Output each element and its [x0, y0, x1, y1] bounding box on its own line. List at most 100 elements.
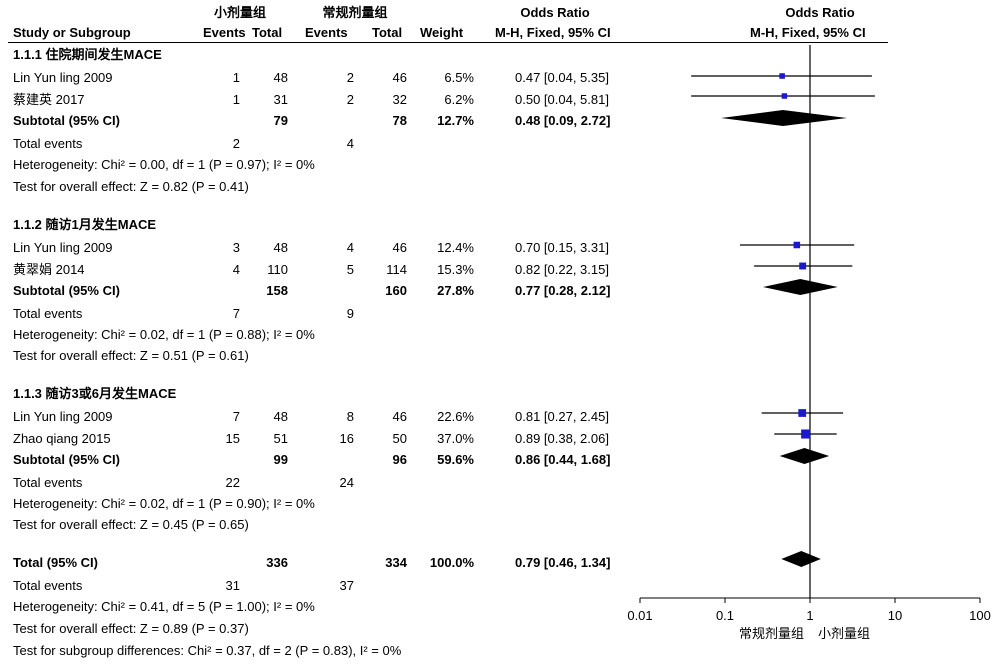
subtotal-label: Subtotal (95% CI) — [13, 283, 120, 298]
subtotal-ci: 0.86 [0.44, 1.68] — [515, 452, 611, 467]
total-events2: 4 — [346, 136, 354, 151]
weight-cell: 15.3% — [437, 262, 474, 277]
total-events-label: Total events — [13, 306, 83, 321]
events1-cell: 4 — [232, 262, 240, 277]
subtotal-total2: 160 — [385, 283, 407, 298]
events1-cell: 1 — [232, 92, 240, 107]
total1-cell: 31 — [273, 92, 288, 107]
weight-col-header: Weight — [420, 25, 464, 40]
subtotal-weight: 59.6% — [437, 452, 474, 467]
study-name: Lin Yun ling 2009 — [13, 409, 113, 424]
axis-label-right: 小剂量组 — [818, 626, 870, 641]
x-tick-label: 100 — [969, 608, 991, 623]
total-events-label: Total events — [13, 578, 83, 593]
ci-cell: 0.81 [0.27, 2.45] — [515, 409, 609, 424]
subtotal-label: Subtotal (95% CI) — [13, 113, 120, 128]
study-marker — [793, 241, 801, 249]
subtotal-total2: 96 — [392, 452, 407, 467]
study-marker — [799, 262, 807, 270]
pooled-diamond — [763, 279, 838, 295]
subtotal-total2: 78 — [392, 113, 407, 128]
subgroup-title: 1.1.1 住院期间发生MACE — [13, 47, 162, 62]
study-marker — [781, 93, 788, 99]
subgroup-differences-text: Test for subgroup differences: Chi² = 0.… — [13, 643, 402, 658]
heterogeneity-text: Heterogeneity: Chi² = 0.41, df = 5 (P = … — [13, 599, 315, 614]
total2-cell: 32 — [392, 92, 407, 107]
events2-cell: 8 — [346, 409, 354, 424]
total-events-label: Total events — [13, 136, 83, 151]
total2-cell: 114 — [386, 262, 407, 277]
events2-col-header: Events — [305, 25, 348, 40]
study-marker — [779, 73, 785, 79]
events1-cell: 3 — [232, 240, 240, 255]
total2-cell: 46 — [392, 240, 407, 255]
x-tick-label: 10 — [888, 608, 902, 623]
subgroup-title: 1.1.2 随访1月发生MACE — [13, 217, 157, 232]
subtotal-total1: 79 — [273, 113, 288, 128]
study-name: Lin Yun ling 2009 — [13, 70, 113, 85]
total-events1: 7 — [232, 306, 240, 321]
events2-cell: 5 — [346, 262, 354, 277]
subtotal-ci: 0.48 [0.09, 2.72] — [515, 113, 611, 128]
total-events1: 2 — [232, 136, 240, 151]
total1-cell: 51 — [273, 431, 288, 446]
group2-header: 常规剂量组 — [322, 5, 388, 20]
total1-col-header: Total — [252, 25, 283, 40]
overall-effect-text: Test for overall effect: Z = 0.51 (P = 0… — [13, 348, 249, 363]
x-tick-label: 1 — [806, 608, 813, 623]
axis-label-left: 常规剂量组 — [739, 626, 804, 641]
heterogeneity-text: Heterogeneity: Chi² = 0.00, df = 1 (P = … — [13, 157, 315, 172]
study-name: 蔡建英 2017 — [13, 92, 85, 107]
weight-cell: 12.4% — [437, 240, 474, 255]
or-plot-header: Odds Ratio — [785, 5, 855, 20]
ci-cell: 0.47 [0.04, 5.35] — [515, 70, 609, 85]
pooled-diamond — [779, 448, 830, 464]
total-events2: 37 — [339, 578, 354, 593]
subtotal-total1: 99 — [273, 452, 288, 467]
events2-cell: 16 — [339, 431, 354, 446]
total1-cell: 48 — [273, 240, 288, 255]
total1-cell: 48 — [273, 409, 288, 424]
events1-col-header: Events — [203, 25, 246, 40]
study-marker — [798, 409, 807, 417]
weight-cell: 37.0% — [437, 431, 474, 446]
group1-header: 小剂量组 — [213, 5, 266, 20]
plot-marks — [691, 73, 875, 567]
weight-cell: 6.2% — [444, 92, 474, 107]
events1-cell: 7 — [232, 409, 240, 424]
weight-cell: 6.5% — [444, 70, 474, 85]
study-name: 黄翠娟 2014 — [13, 262, 85, 277]
total2-col-header: Total — [372, 25, 403, 40]
events2-cell: 2 — [346, 92, 354, 107]
pooled-diamond — [721, 110, 847, 126]
events1-cell: 1 — [232, 70, 240, 85]
ci-cell: 0.50 [0.04, 5.81] — [515, 92, 609, 107]
heterogeneity-text: Heterogeneity: Chi² = 0.02, df = 1 (P = … — [13, 496, 315, 511]
overall-effect-text: Test for overall effect: Z = 0.45 (P = 0… — [13, 517, 249, 532]
total-events1: 31 — [225, 578, 240, 593]
x-tick-label: 0.1 — [716, 608, 734, 623]
overall-total-label: Total (95% CI) — [13, 555, 98, 570]
ci-cell: 0.70 [0.15, 3.31] — [515, 240, 609, 255]
x-tick-label: 0.01 — [627, 608, 652, 623]
total-events2: 9 — [346, 306, 354, 321]
study-col-header: Study or Subgroup — [13, 25, 131, 40]
x-axis-ticks: 0.01 0.1 1 10 100 — [627, 598, 991, 623]
overall-ci: 0.79 [0.46, 1.34] — [515, 555, 611, 570]
overall-total1: 336 — [266, 555, 288, 570]
pooled-diamond — [781, 551, 821, 567]
subtotal-weight: 27.8% — [437, 283, 474, 298]
overall-effect-text: Test for overall effect: Z = 0.82 (P = 0… — [13, 179, 249, 194]
subtotal-total1: 158 — [266, 283, 288, 298]
method-plot-header: M-H, Fixed, 95% CI — [750, 25, 866, 40]
total1-cell: 48 — [273, 70, 288, 85]
subtotal-label: Subtotal (95% CI) — [13, 452, 120, 467]
total-events1: 22 — [225, 475, 240, 490]
events1-cell: 15 — [225, 431, 240, 446]
method-text-header: M-H, Fixed, 95% CI — [495, 25, 611, 40]
events2-cell: 2 — [346, 70, 354, 85]
ci-cell: 0.82 [0.22, 3.15] — [515, 262, 609, 277]
or-text-header: Odds Ratio — [520, 5, 590, 20]
subtotal-weight: 12.7% — [437, 113, 474, 128]
total2-cell: 46 — [392, 70, 407, 85]
